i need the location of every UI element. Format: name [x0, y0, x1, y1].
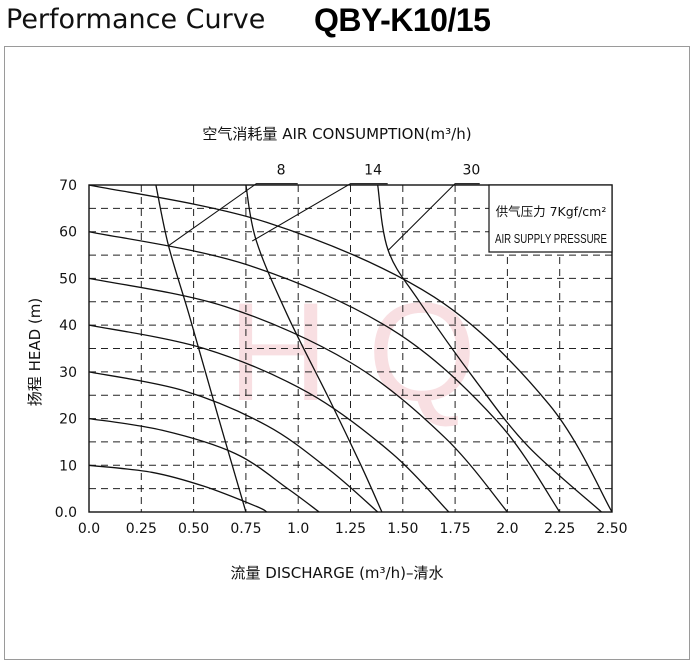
- pressure-note-box: [488, 184, 613, 253]
- performance-curve: [88, 371, 379, 513]
- performance-curve: [88, 464, 268, 513]
- x-tick-label: 0.0: [78, 521, 100, 537]
- air-consumption-label: 14: [364, 163, 382, 179]
- x-tick-label: 2.0: [496, 521, 518, 537]
- x-tick-label: 1.25: [335, 521, 366, 537]
- x-axis-label: 流量 DISCHARGE (m³/h)–清水: [231, 564, 444, 582]
- x-tick-label: 1.50: [387, 521, 418, 537]
- performance-curve: [88, 417, 320, 513]
- watermark-text: H Q: [228, 273, 477, 430]
- air-label-leader: [168, 183, 298, 247]
- air-consumption-curves: 8 14 30: [155, 163, 602, 513]
- x-tick-label: 2.25: [544, 521, 575, 537]
- y-tick-label: 0.0: [55, 505, 77, 521]
- plot-frame: [88, 184, 613, 513]
- y-tick-label: 20: [59, 412, 77, 428]
- y-axis-label: 扬程 HEAD (m): [26, 298, 44, 406]
- x-tick-label: 0.25: [126, 521, 157, 537]
- air-label-leader: [251, 183, 388, 242]
- pressure-note-line1: 供气压力 7Kgf/cm²: [496, 204, 607, 219]
- air-consumption-curve: [155, 184, 247, 513]
- pressure-note: 供气压力 7Kgf/cm² AIR SUPPLY PRESSURE: [488, 184, 613, 253]
- chart-frame: [4, 46, 690, 660]
- x-tick-label: 0.75: [230, 521, 261, 537]
- tick-labels: 0.0 0.25 0.50 0.75 1.0 1.25 1.50 1.75 2.0 2.25 2.5…: [55, 178, 628, 537]
- air-consumption-curve: [245, 184, 383, 513]
- x-tick-label: 1.0: [287, 521, 309, 537]
- chart-title: 空气消耗量 AIR CONSUMPTION(m³/h): [202, 125, 471, 143]
- performance-curve: [88, 184, 613, 513]
- air-consumption-label: 8: [277, 163, 286, 179]
- x-tick-label: 2.50: [596, 521, 627, 537]
- x-tick-label: 1.75: [440, 521, 471, 537]
- air-consumption-curve: [377, 184, 602, 513]
- x-tick-label: 0.50: [178, 521, 209, 537]
- air-label-leader: [387, 183, 480, 251]
- model-number: QBY-K10/15: [314, 2, 491, 38]
- air-consumption-label: 30: [463, 163, 481, 179]
- y-tick-label: 60: [59, 225, 77, 241]
- performance-curve: [88, 277, 508, 513]
- y-tick-label: 10: [59, 458, 77, 474]
- performance-curves: [88, 184, 613, 513]
- pressure-note-line2: AIR SUPPLY PRESSURE: [495, 232, 607, 246]
- y-tick-label: 40: [59, 318, 77, 334]
- watermark: H Q: [228, 273, 477, 430]
- performance-curve: [88, 324, 450, 513]
- y-tick-label: 30: [59, 365, 77, 381]
- y-tick-label: 70: [59, 178, 77, 194]
- page-title: Performance Curve: [6, 4, 266, 35]
- y-tick-label: 50: [59, 271, 77, 287]
- performance-curve: [88, 231, 561, 513]
